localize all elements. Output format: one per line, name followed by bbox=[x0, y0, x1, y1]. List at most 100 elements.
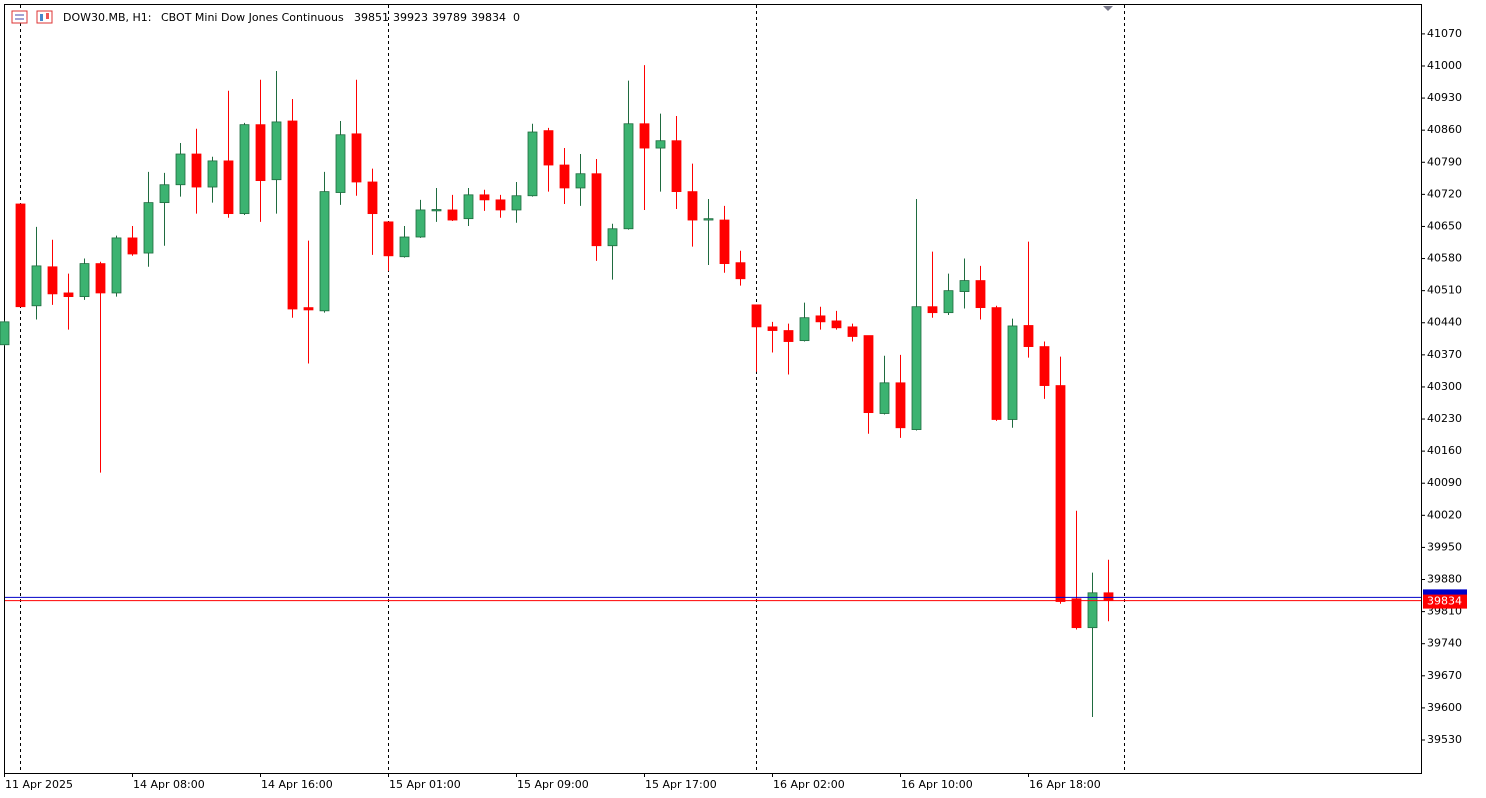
candle-body bbox=[1039, 346, 1050, 386]
y-tick-label: 40020 bbox=[1427, 508, 1462, 521]
bid-label: 39834 bbox=[1427, 595, 1462, 608]
candle-body bbox=[31, 265, 42, 307]
candle-body bbox=[111, 237, 122, 294]
symbol: DOW30.MB, H1: bbox=[63, 11, 152, 24]
header-icons bbox=[11, 10, 53, 24]
plot-frame bbox=[4, 4, 1422, 774]
candle-body bbox=[159, 184, 170, 204]
candle-body bbox=[367, 181, 378, 215]
candle-body bbox=[655, 140, 666, 149]
x-tick-label: 15 Apr 01:00 bbox=[389, 778, 461, 791]
y-tick-label: 40510 bbox=[1427, 284, 1462, 297]
candle-body bbox=[175, 153, 186, 186]
y-tick-label: 40650 bbox=[1427, 219, 1462, 232]
y-tick-label: 39600 bbox=[1427, 701, 1462, 714]
y-tick-label: 41000 bbox=[1427, 59, 1462, 72]
candle-body bbox=[1087, 592, 1098, 629]
candle-body bbox=[959, 280, 970, 292]
candle-body bbox=[431, 209, 442, 212]
candle-body bbox=[383, 221, 394, 257]
shift-marker bbox=[1103, 6, 1113, 11]
y-tick-label: 39740 bbox=[1427, 637, 1462, 650]
bid-label-box bbox=[1423, 594, 1467, 609]
y-tick-label: 40160 bbox=[1427, 444, 1462, 457]
candle-body bbox=[319, 191, 330, 312]
volume: 0 bbox=[513, 11, 520, 24]
candle-body bbox=[143, 202, 154, 254]
candle-body bbox=[239, 124, 250, 215]
y-tick-label: 40370 bbox=[1427, 348, 1462, 361]
candle-body bbox=[495, 199, 506, 211]
candle-body bbox=[1055, 385, 1066, 602]
y-tick-label: 39670 bbox=[1427, 669, 1462, 682]
y-tick-label: 40300 bbox=[1427, 380, 1462, 393]
y-tick-label: 40720 bbox=[1427, 187, 1462, 200]
candle-body bbox=[191, 153, 202, 188]
ohlc-low: 39789 bbox=[432, 11, 467, 24]
candle-body bbox=[671, 140, 682, 193]
candle-body bbox=[1071, 598, 1082, 629]
candle-body bbox=[815, 315, 826, 323]
x-tick-label: 11 Apr 2025 bbox=[5, 778, 73, 791]
candle-body bbox=[559, 164, 570, 189]
y-tick-label: 41070 bbox=[1427, 27, 1462, 40]
candle-body bbox=[479, 194, 490, 201]
candle-body bbox=[831, 320, 842, 329]
candle-body bbox=[415, 209, 426, 238]
candle-body bbox=[943, 290, 954, 314]
candle-body bbox=[991, 307, 1002, 420]
x-tick-label: 15 Apr 09:00 bbox=[517, 778, 589, 791]
candle-body bbox=[863, 335, 874, 414]
icon bbox=[11, 10, 28, 24]
x-tick-label: 16 Apr 18:00 bbox=[1029, 778, 1101, 791]
candle-body bbox=[447, 209, 458, 221]
candle-body bbox=[95, 263, 106, 294]
y-tick-label: 40930 bbox=[1427, 91, 1462, 104]
candle-body bbox=[623, 123, 634, 230]
candle-body bbox=[719, 219, 730, 264]
candle-body bbox=[223, 160, 234, 215]
candle-body bbox=[751, 304, 762, 328]
x-tick-label: 14 Apr 08:00 bbox=[133, 778, 205, 791]
candle-body bbox=[1023, 325, 1034, 347]
candle-body bbox=[575, 173, 586, 189]
candle-body bbox=[975, 280, 986, 309]
candle-body bbox=[63, 292, 74, 298]
candle-body bbox=[303, 307, 314, 311]
y-tick-label: 40440 bbox=[1427, 316, 1462, 329]
y-tick-label: 40580 bbox=[1427, 252, 1462, 265]
icon bbox=[46, 13, 49, 19]
candle-body bbox=[47, 266, 58, 295]
candle-body bbox=[351, 133, 362, 183]
y-tick-label: 40230 bbox=[1427, 412, 1462, 425]
candle-body bbox=[0, 321, 10, 346]
ohlc-high: 39923 bbox=[393, 11, 428, 24]
y-tick-label: 40790 bbox=[1427, 155, 1462, 168]
candle-body bbox=[1103, 592, 1114, 602]
x-tick-label: 14 Apr 16:00 bbox=[261, 778, 333, 791]
ohlc-close: 39834 bbox=[471, 11, 506, 24]
candle-body bbox=[703, 218, 714, 221]
description: CBOT Mini Dow Jones Continuous bbox=[161, 11, 344, 24]
candle-body bbox=[527, 131, 538, 197]
icon bbox=[40, 14, 43, 21]
candle-body bbox=[399, 236, 410, 258]
candle-body bbox=[639, 123, 650, 149]
y-tick-label: 40090 bbox=[1427, 476, 1462, 489]
candle-body bbox=[607, 228, 618, 247]
y-tick-label: 39880 bbox=[1427, 573, 1462, 586]
candle-body bbox=[847, 326, 858, 337]
period-separators bbox=[20, 5, 1125, 773]
candle-body bbox=[543, 130, 554, 166]
candle-body bbox=[127, 237, 138, 255]
x-tick-label: 16 Apr 10:00 bbox=[901, 778, 973, 791]
candle-body bbox=[879, 382, 890, 414]
candle-body bbox=[1007, 325, 1018, 420]
candle-body bbox=[463, 194, 474, 220]
y-tick-label: 39530 bbox=[1427, 733, 1462, 746]
x-tick-label: 16 Apr 02:00 bbox=[773, 778, 845, 791]
candle-body bbox=[911, 306, 922, 430]
candle-body bbox=[511, 195, 522, 211]
candle-body bbox=[287, 120, 298, 310]
